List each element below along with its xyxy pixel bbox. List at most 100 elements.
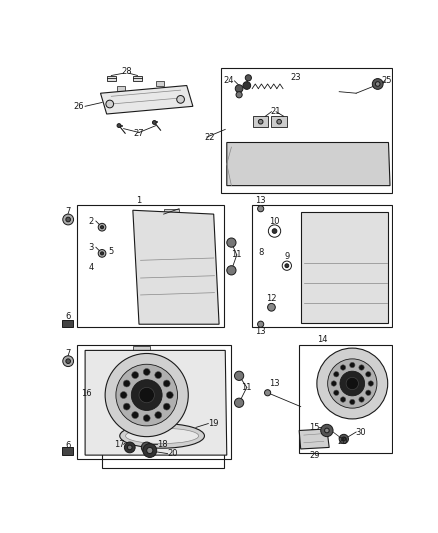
Text: 3: 3	[88, 243, 94, 252]
Polygon shape	[299, 429, 329, 449]
Polygon shape	[227, 142, 390, 185]
Ellipse shape	[126, 428, 199, 443]
Bar	[102, 418, 224, 468]
Text: 17: 17	[114, 440, 124, 449]
Circle shape	[106, 100, 113, 108]
Bar	[252, 205, 392, 327]
Bar	[78, 205, 224, 327]
Circle shape	[277, 119, 282, 124]
Text: 11: 11	[241, 383, 252, 392]
Text: 28: 28	[121, 67, 132, 76]
Text: 7: 7	[65, 349, 71, 358]
Text: 9: 9	[284, 252, 290, 261]
Bar	[253, 116, 268, 127]
Circle shape	[328, 359, 377, 408]
Bar	[62, 320, 73, 327]
Circle shape	[331, 381, 336, 386]
Circle shape	[340, 397, 346, 402]
Circle shape	[177, 95, 184, 103]
Circle shape	[258, 321, 264, 327]
Text: 20: 20	[337, 437, 347, 446]
Circle shape	[265, 390, 271, 396]
Circle shape	[272, 229, 277, 233]
Circle shape	[147, 447, 153, 454]
Bar	[133, 76, 142, 81]
Text: 8: 8	[258, 248, 263, 257]
Circle shape	[375, 82, 380, 86]
Circle shape	[116, 364, 177, 426]
Text: 18: 18	[157, 440, 167, 449]
Bar	[145, 426, 152, 436]
Polygon shape	[133, 210, 219, 324]
Circle shape	[123, 403, 130, 410]
Polygon shape	[301, 212, 389, 322]
Circle shape	[117, 124, 121, 127]
Text: 14: 14	[317, 335, 328, 344]
Circle shape	[321, 424, 333, 437]
Text: 20: 20	[168, 449, 178, 458]
Circle shape	[243, 82, 251, 90]
Circle shape	[163, 403, 170, 410]
Text: 25: 25	[381, 76, 392, 85]
Bar	[272, 116, 287, 127]
Circle shape	[268, 225, 281, 237]
Circle shape	[366, 372, 371, 377]
Circle shape	[98, 223, 106, 231]
Text: 12: 12	[266, 294, 277, 303]
Bar	[155, 426, 162, 436]
Bar	[114, 426, 122, 436]
Circle shape	[63, 214, 74, 225]
Bar	[221, 68, 392, 192]
Bar	[117, 85, 125, 91]
Circle shape	[155, 372, 162, 378]
Circle shape	[166, 392, 173, 399]
Circle shape	[120, 392, 127, 399]
Circle shape	[132, 411, 138, 418]
Bar	[133, 346, 150, 355]
Circle shape	[346, 377, 358, 390]
Circle shape	[163, 380, 170, 387]
Text: 7: 7	[65, 207, 71, 216]
Bar	[78, 345, 231, 459]
Bar	[321, 147, 359, 178]
Circle shape	[268, 303, 276, 311]
Bar	[124, 426, 132, 436]
Circle shape	[258, 206, 264, 212]
Circle shape	[245, 75, 251, 81]
Text: 29: 29	[309, 450, 320, 459]
Circle shape	[350, 399, 355, 405]
Bar	[299, 345, 392, 453]
Circle shape	[98, 249, 106, 257]
Text: 24: 24	[224, 76, 234, 85]
Bar	[156, 81, 164, 86]
Circle shape	[325, 428, 329, 433]
Circle shape	[285, 264, 289, 268]
Circle shape	[227, 238, 236, 247]
Circle shape	[359, 397, 364, 402]
Circle shape	[359, 365, 364, 370]
Circle shape	[368, 381, 374, 386]
Circle shape	[143, 415, 150, 422]
Bar	[104, 426, 112, 436]
Circle shape	[124, 442, 135, 453]
Circle shape	[334, 372, 339, 377]
Circle shape	[372, 78, 383, 90]
Circle shape	[234, 371, 244, 381]
Circle shape	[258, 119, 263, 124]
Text: 13: 13	[269, 379, 280, 388]
Text: 23: 23	[291, 74, 301, 82]
Polygon shape	[100, 85, 193, 114]
Text: 5: 5	[109, 247, 114, 256]
Circle shape	[66, 359, 71, 364]
Text: 4: 4	[88, 263, 94, 272]
Circle shape	[132, 372, 138, 378]
Circle shape	[317, 348, 388, 419]
Text: 30: 30	[356, 427, 366, 437]
Circle shape	[227, 265, 236, 275]
Circle shape	[66, 217, 71, 222]
Circle shape	[235, 85, 243, 92]
Circle shape	[350, 362, 355, 368]
Text: 21: 21	[271, 107, 281, 116]
Circle shape	[334, 390, 339, 395]
Text: 15: 15	[309, 423, 320, 432]
